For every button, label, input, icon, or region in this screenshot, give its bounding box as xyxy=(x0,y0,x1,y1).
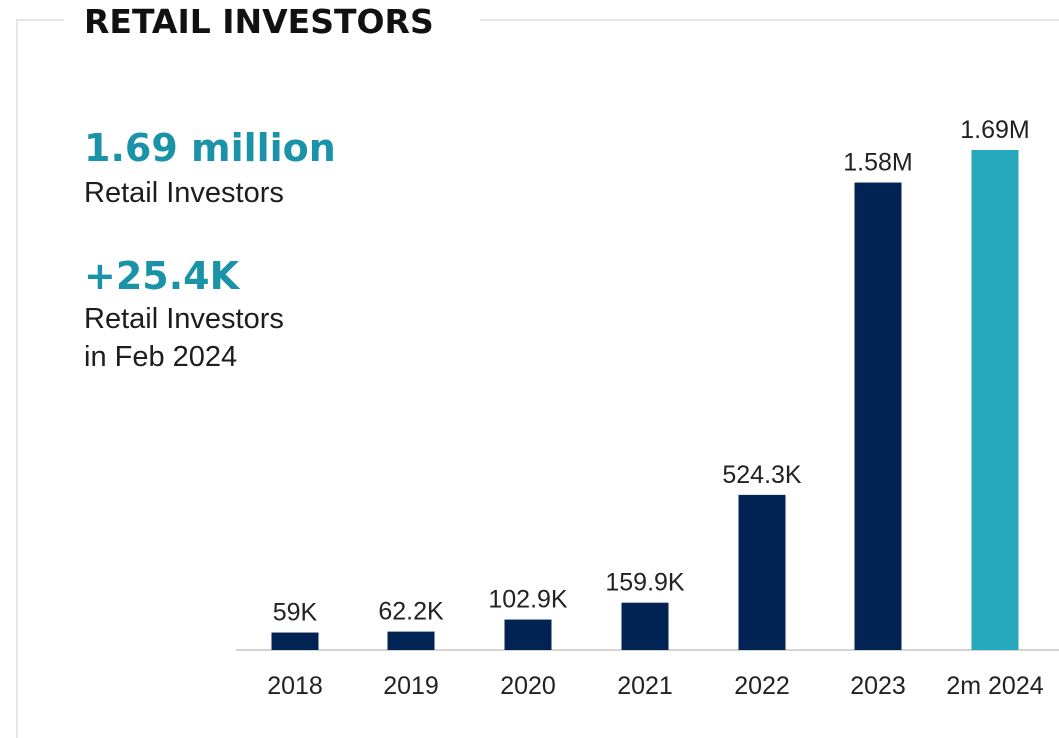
monthly-growth-value: +25.4K xyxy=(84,254,240,298)
x-tick-2020: 2020 xyxy=(500,672,556,700)
bar-2021 xyxy=(621,602,669,650)
x-tick-2m-2024: 2m 2024 xyxy=(946,672,1043,700)
bar-2019 xyxy=(387,631,435,650)
bar-2018 xyxy=(271,632,319,650)
bar-2m-2024 xyxy=(971,150,1019,650)
data-label-2018: 59K xyxy=(273,599,318,627)
data-label-2023: 1.58M xyxy=(843,149,912,177)
data-label-2021: 159.9K xyxy=(605,569,685,597)
x-tick-2022: 2022 xyxy=(734,672,790,700)
x-tick-2021: 2021 xyxy=(617,672,673,700)
data-label-2022: 524.3K xyxy=(722,461,802,489)
monthly-growth-label-line2: in Feb 2024 xyxy=(84,341,238,373)
frame-border-top-left xyxy=(16,19,64,21)
monthly-growth-label-line1: Retail Investors xyxy=(84,303,284,335)
total-investors-value: 1.69 million xyxy=(84,126,336,170)
data-label-2019: 62.2K xyxy=(378,598,444,626)
frame-border-top-right xyxy=(480,19,1059,21)
section-title: RETAIL INVESTORS xyxy=(84,2,434,41)
x-tick-2018: 2018 xyxy=(267,672,323,700)
data-label-2m-2024: 1.69M xyxy=(960,116,1029,144)
bar-2023 xyxy=(854,182,902,650)
x-tick-2019: 2019 xyxy=(383,672,439,700)
bar-2022 xyxy=(738,494,786,650)
total-investors-label: Retail Investors xyxy=(84,177,284,209)
bar-2020 xyxy=(504,619,552,650)
frame-border-left xyxy=(16,19,18,738)
x-tick-2023: 2023 xyxy=(850,672,906,700)
data-label-2020: 102.9K xyxy=(488,586,568,614)
